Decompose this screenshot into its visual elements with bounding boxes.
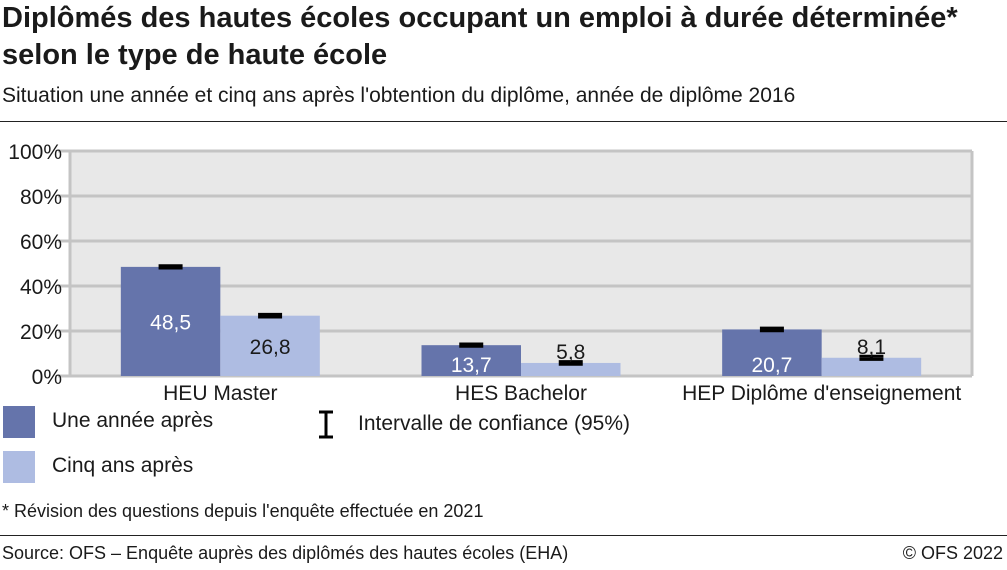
x-tick-label: HEP Diplôme d'enseignement xyxy=(682,382,961,405)
footnote: * Révision des questions depuis l'enquêt… xyxy=(2,501,484,521)
bar-une-annee xyxy=(722,329,822,376)
data-label: 5,8 xyxy=(556,341,585,364)
source: Source: OFS – Enquête auprès des diplômé… xyxy=(2,543,569,563)
x-tick-label: HEU Master xyxy=(163,382,277,405)
data-label: 26,8 xyxy=(250,336,291,359)
error-bar xyxy=(558,360,583,366)
bar-cinq-ans xyxy=(521,362,621,376)
chart-subtitle: Situation une année et cinq ans après l'… xyxy=(2,84,796,107)
error-bar xyxy=(258,312,283,319)
y-tick-label: 80% xyxy=(20,186,62,209)
confidence-interval-icon xyxy=(319,410,333,439)
y-tick-label: 40% xyxy=(20,276,62,299)
error-bar xyxy=(859,354,884,361)
bar-une-annee xyxy=(421,345,521,376)
error-bar xyxy=(158,264,183,270)
bar-cinq-ans xyxy=(821,357,922,376)
legend-label-series-2: Cinq ans après xyxy=(52,454,194,477)
data-label: 48,5 xyxy=(150,311,191,334)
chart-title: Diplômés des hautes écoles occupant un e… xyxy=(2,2,958,71)
x-tick-label: HES Bachelor xyxy=(455,382,587,405)
divider-bottom xyxy=(0,535,1007,536)
data-label: 20,7 xyxy=(751,354,792,377)
legend-swatch-series-2 xyxy=(3,451,35,483)
y-tick-label: 100% xyxy=(8,141,62,164)
y-tick-label: 60% xyxy=(20,231,62,254)
plot-area: 0% 20% 40% 60% 80% 100% 48,5 26,8 HEU Master 13,7… xyxy=(8,141,974,405)
divider-top xyxy=(0,121,1007,122)
data-label: 13,7 xyxy=(451,354,492,377)
data-label: 8,1 xyxy=(857,336,886,359)
y-tick-label: 20% xyxy=(20,321,62,344)
copyright: © OFS 2022 xyxy=(902,543,1003,563)
error-bar xyxy=(759,326,784,333)
legend-label-ci: Intervalle de confiance (95%) xyxy=(358,412,630,435)
error-bar xyxy=(459,342,484,348)
legend-label-series-1: Une année après xyxy=(52,409,214,432)
legend-swatch-series-1 xyxy=(3,406,35,438)
bar-cinq-ans xyxy=(220,315,320,376)
bar-une-annee xyxy=(120,266,221,376)
y-tick-label: 0% xyxy=(32,366,62,389)
